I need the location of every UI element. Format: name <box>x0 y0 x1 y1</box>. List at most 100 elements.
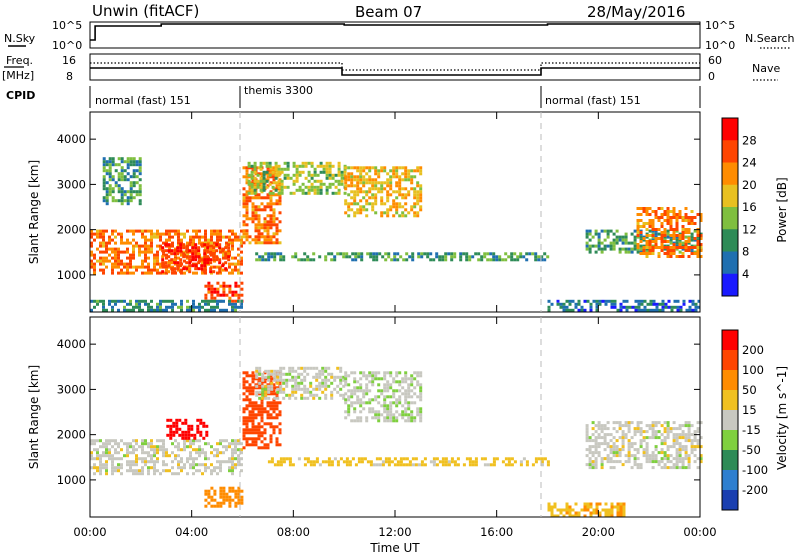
heatmap-cell <box>162 469 165 473</box>
heatmap-cell <box>660 439 664 443</box>
heatmap-cell <box>405 457 409 461</box>
heatmap-cell <box>654 445 658 449</box>
heatmap-cell <box>203 243 207 247</box>
heatmap-cell <box>681 246 685 249</box>
heatmap-cell <box>675 222 679 225</box>
heatmap-cell <box>419 413 423 417</box>
heatmap-cell <box>263 380 267 384</box>
heatmap-cell <box>404 202 408 206</box>
heatmap-cell <box>663 252 667 255</box>
heatmap-cell <box>138 202 142 206</box>
heatmap-cell <box>504 463 508 467</box>
heatmap-cell <box>684 246 688 249</box>
heatmap-cell <box>648 243 652 246</box>
heatmap-cell <box>183 259 186 263</box>
heatmap-cell <box>219 232 222 236</box>
heatmap-cell <box>591 454 595 458</box>
heatmap-cell <box>666 421 670 425</box>
heatmap-cell <box>597 454 601 458</box>
heatmap-cell <box>398 166 402 170</box>
heatmap-cell <box>316 179 320 183</box>
heatmap-cell <box>450 258 454 262</box>
heatmap-cell <box>297 372 301 376</box>
heatmap-cell <box>260 416 264 420</box>
heatmap-cell <box>387 255 391 259</box>
heatmap-cell <box>132 196 136 200</box>
heatmap-cell <box>144 265 147 269</box>
heatmap-cell <box>690 222 694 225</box>
heatmap-cell <box>383 401 387 405</box>
heatmap-cell <box>111 308 114 312</box>
heatmap-cell <box>123 250 126 254</box>
heatmap-cell <box>274 167 278 171</box>
heatmap-cell <box>365 199 369 203</box>
heatmap-cell <box>182 246 186 250</box>
heatmap-cell <box>141 439 144 443</box>
heatmap-cell <box>265 185 269 189</box>
heatmap-cell <box>225 445 228 449</box>
heatmap-cell <box>210 486 214 490</box>
heatmap-cell <box>216 281 220 285</box>
heatmap-cell <box>213 498 217 502</box>
heatmap-cell <box>198 469 201 473</box>
heatmap-cell <box>222 492 226 496</box>
heatmap-cell <box>651 225 655 228</box>
heatmap-cell <box>253 179 257 183</box>
heatmap-cell <box>699 234 703 237</box>
heatmap-cell <box>267 375 271 379</box>
heatmap-cell <box>636 225 640 228</box>
heatmap-cell <box>204 302 207 306</box>
heatmap-cell <box>423 252 427 256</box>
heatmap-cell <box>269 377 273 381</box>
heatmap-cell <box>603 424 607 428</box>
heatmap-cell <box>203 255 207 259</box>
heatmap-cell <box>270 384 274 388</box>
heatmap-cell <box>606 457 610 461</box>
heatmap-cell <box>231 232 234 236</box>
heatmap-cell <box>404 377 408 381</box>
heatmap-cell <box>108 169 112 173</box>
heatmap-cell <box>603 427 607 431</box>
heatmap-cell <box>340 182 344 186</box>
heatmap-cell <box>132 247 135 251</box>
heatmap-cell <box>402 463 406 467</box>
heatmap-cell <box>374 181 378 185</box>
heatmap-cell <box>594 244 598 248</box>
heatmap-cell <box>525 463 529 467</box>
heatmap-cell <box>138 250 141 254</box>
heatmap-cell <box>404 172 408 176</box>
heatmap-cell <box>213 299 216 303</box>
heatmap-cell <box>600 463 604 467</box>
heatmap-cell <box>207 287 211 291</box>
heatmap-cell <box>603 244 607 248</box>
heatmap-cell <box>386 371 390 375</box>
heatmap-cell <box>210 451 213 455</box>
heatmap-cell <box>169 436 173 440</box>
heatmap-cell <box>245 404 249 408</box>
heatmap-cell <box>401 211 405 215</box>
heatmap-cell <box>337 161 341 165</box>
heatmap-cell <box>696 442 700 446</box>
heatmap-cell <box>444 258 448 262</box>
heatmap-cell <box>344 416 348 420</box>
heatmap-cell <box>177 460 180 464</box>
nsearch-tick-top: 10^5 <box>705 19 735 32</box>
heatmap-cell <box>353 196 357 200</box>
heatmap-cell <box>312 396 316 400</box>
heatmap-cell <box>231 302 234 306</box>
heatmap-cell <box>633 427 637 431</box>
heatmap-cell <box>383 389 387 393</box>
heatmap-cell <box>327 384 331 388</box>
heatmap-cell <box>327 378 331 382</box>
heatmap-cell <box>377 181 381 185</box>
heatmap-cell <box>663 247 667 251</box>
heatmap-cell <box>186 308 189 312</box>
heatmap-cell <box>204 489 208 493</box>
heatmap-cell <box>416 202 420 206</box>
heatmap-cell <box>240 250 243 254</box>
heatmap-cell <box>254 407 258 411</box>
heatmap-cell <box>594 460 598 464</box>
heatmap-cell <box>633 448 637 452</box>
heatmap-cell <box>534 258 538 262</box>
heatmap-cell <box>216 235 219 239</box>
